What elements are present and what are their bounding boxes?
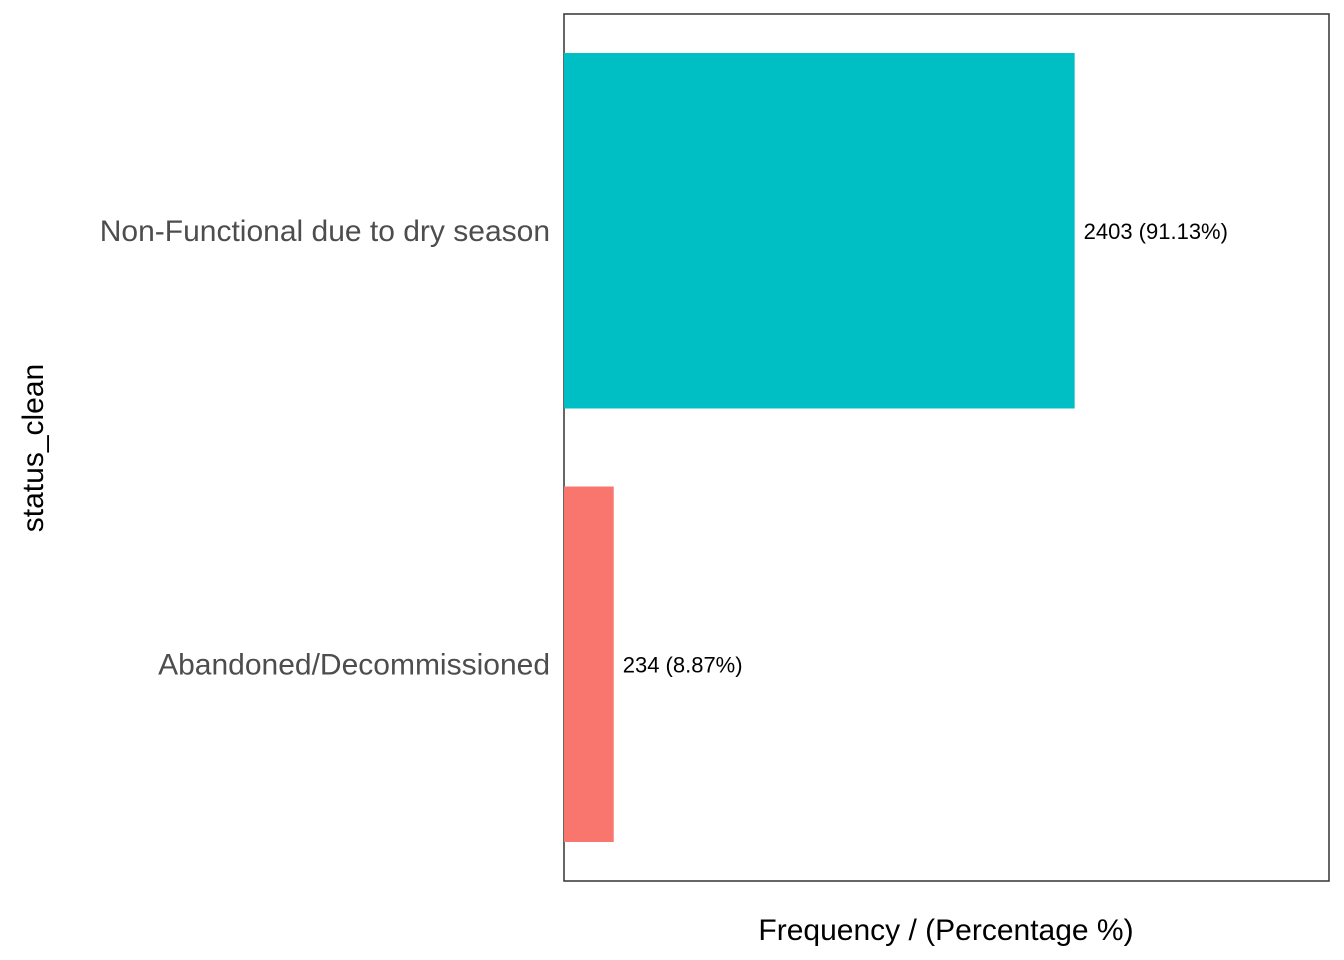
bar-0 [564, 53, 1075, 409]
data-label-0: 2403 (91.13%) [1084, 219, 1228, 244]
category-label-1: Abandoned/Decommissioned [158, 648, 550, 681]
y-axis-title: status_clean [17, 364, 50, 532]
labels-layer: Non-Functional due to dry season 2403 (91… [100, 215, 1228, 682]
category-label-0: Non-Functional due to dry season [100, 215, 550, 248]
bars-layer [564, 53, 1075, 842]
data-label-1: 234 (8.87%) [623, 652, 743, 677]
x-axis-title: Frequency / (Percentage %) [758, 914, 1133, 947]
bar-1 [564, 486, 614, 842]
